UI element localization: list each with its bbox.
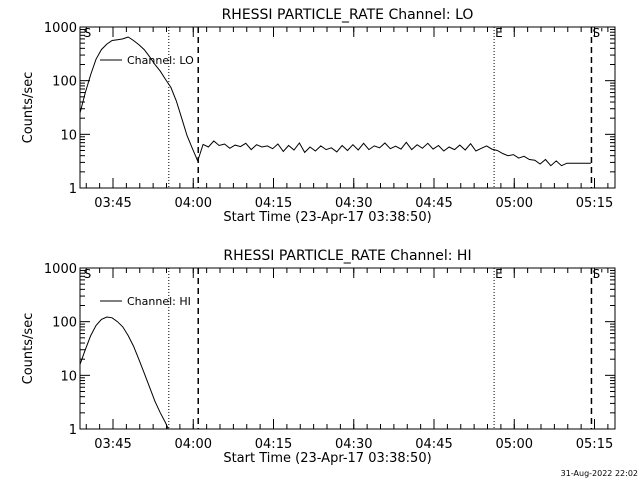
- y-tick-label: 10: [60, 128, 77, 143]
- plot-frame: [79, 26, 616, 189]
- y-tick-label: 100: [52, 75, 77, 90]
- x-tick-label: 05:15: [576, 196, 613, 211]
- marker-label: S: [84, 267, 92, 281]
- x-tick-label: 04:30: [335, 437, 372, 452]
- plot-frame: [79, 267, 616, 430]
- y-tick-label: 1: [69, 423, 77, 438]
- data-series-line: [79, 316, 169, 430]
- lo-channel-panel: RHESSI PARTICLE_RATE Channel: LO 1 10 100 10…: [21, 7, 616, 225]
- y-tick-label: 10: [60, 369, 77, 384]
- x-axis-label: Start Time (23-Apr-17 03:38:50): [223, 451, 431, 466]
- x-tick-label: 04:00: [175, 196, 212, 211]
- chart-title: RHESSI PARTICLE_RATE Channel: HI: [223, 248, 471, 264]
- legend-label: Channel: LO: [127, 54, 194, 67]
- footer-timestamp: 31-Aug-2022 22:02: [561, 469, 638, 478]
- x-axis-label: Start Time (23-Apr-17 03:38:50): [223, 210, 431, 225]
- y-tick-label: 1: [69, 182, 77, 197]
- y-tick-label: 1000: [44, 21, 77, 36]
- x-tick-label: 03:45: [94, 437, 131, 452]
- x-tick-label: 04:15: [255, 196, 292, 211]
- y-axis-label: Counts/sec: [21, 72, 36, 144]
- x-tick-label: 05:00: [496, 437, 533, 452]
- x-tick-label: 03:45: [94, 196, 131, 211]
- x-tick-label: 04:45: [415, 196, 452, 211]
- y-tick-label: 1000: [44, 262, 77, 277]
- chart-title: RHESSI PARTICLE_RATE Channel: LO: [222, 7, 474, 23]
- x-tick-label: 04:00: [175, 437, 212, 452]
- data-series-line: [79, 36, 591, 167]
- marker-label: E: [495, 267, 503, 281]
- x-tick-label: 05:15: [576, 437, 613, 452]
- marker-label: S': [592, 26, 603, 40]
- y-axis-label: Counts/sec: [21, 313, 36, 385]
- x-tick-label: 04:15: [255, 437, 292, 452]
- x-tick-label: 04:30: [335, 196, 372, 211]
- marker-label: S': [592, 267, 603, 281]
- x-tick-label: 05:00: [496, 196, 533, 211]
- legend-label: Channel: HI: [127, 295, 191, 308]
- marker-label: E: [495, 26, 503, 40]
- hi-channel-panel: RHESSI PARTICLE_RATE Channel: HI 1 10 100 10…: [21, 248, 616, 466]
- y-tick-label: 100: [52, 316, 77, 331]
- x-tick-label: 04:45: [415, 437, 452, 452]
- marker-label: S: [84, 26, 92, 40]
